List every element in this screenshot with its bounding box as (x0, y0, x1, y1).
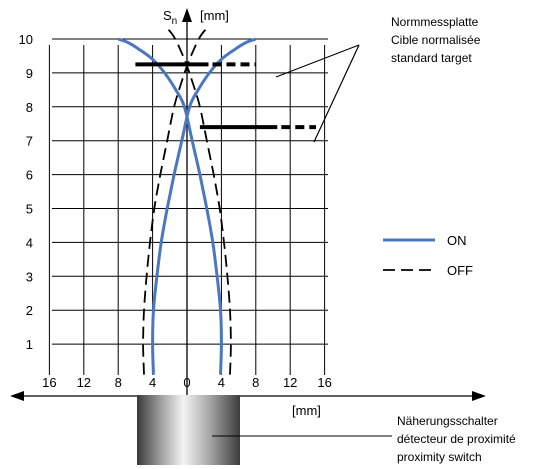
chart-grid (48, 38, 328, 375)
target-pointer-1 (275, 44, 360, 78)
target-label-en: standard target (391, 51, 472, 65)
switch-label-fr: détecteur de proximité (397, 432, 516, 446)
series-on-curve-1 (117, 37, 223, 375)
target-label-fr: Cible normalisée (391, 33, 481, 47)
series-off-curve-3 (163, 24, 232, 375)
series-off-curve-2 (142, 24, 211, 375)
y-axis-label: Sn (163, 8, 177, 27)
x-tick-label: 16 (317, 375, 331, 390)
y-tick-label: 7 (26, 134, 33, 149)
x-tick-label: 12 (283, 375, 297, 390)
x-tick-label: 8 (115, 375, 122, 390)
series-on-curve-0 (151, 37, 257, 375)
target-label-de: Normmessplatte (391, 15, 479, 29)
chart-legend: ON OFF (383, 233, 473, 278)
y-tick-label: 2 (26, 303, 33, 318)
legend-label-on: ON (447, 233, 467, 248)
x-axis-arrow-left (10, 391, 24, 401)
y-axis-unit: [mm] (200, 8, 229, 23)
legend-label-off: OFF (447, 263, 473, 278)
x-tick-label: 12 (77, 375, 91, 390)
chart-series (117, 24, 257, 375)
y-tick-label: 1 (26, 337, 33, 352)
y-tick-label: 4 (26, 235, 33, 250)
y-tick-label: 3 (26, 269, 33, 284)
chart-axes (10, 8, 486, 401)
switch-annotation: Näherungsschalter détecteur de proximité… (212, 414, 516, 464)
x-axis-unit: [mm] (292, 403, 321, 418)
y-tick-label: 6 (26, 168, 33, 183)
switch-label-en: proximity switch (397, 450, 482, 464)
y-tick-label: 8 (26, 100, 33, 115)
x-tick-label: 4 (149, 375, 156, 390)
x-tick-label: 16 (42, 375, 56, 390)
standard-targets (135, 62, 316, 130)
y-tick-label: 10 (19, 32, 33, 47)
y-tick-labels: 1 2 3 4 5 6 7 8 9 10 (19, 32, 33, 352)
switch-label-de: Näherungsschalter (397, 414, 498, 428)
y-tick-label: 5 (26, 202, 33, 217)
x-tick-label: 8 (252, 375, 259, 390)
y-tick-label: 9 (26, 66, 33, 81)
x-axis-arrow-right (472, 391, 486, 401)
y-axis-arrow (182, 8, 192, 22)
x-tick-label: 4 (218, 375, 225, 390)
proximity-switch-graphic (137, 395, 240, 465)
target-annotation: Normmessplatte Cible normalisée standard… (275, 15, 481, 143)
